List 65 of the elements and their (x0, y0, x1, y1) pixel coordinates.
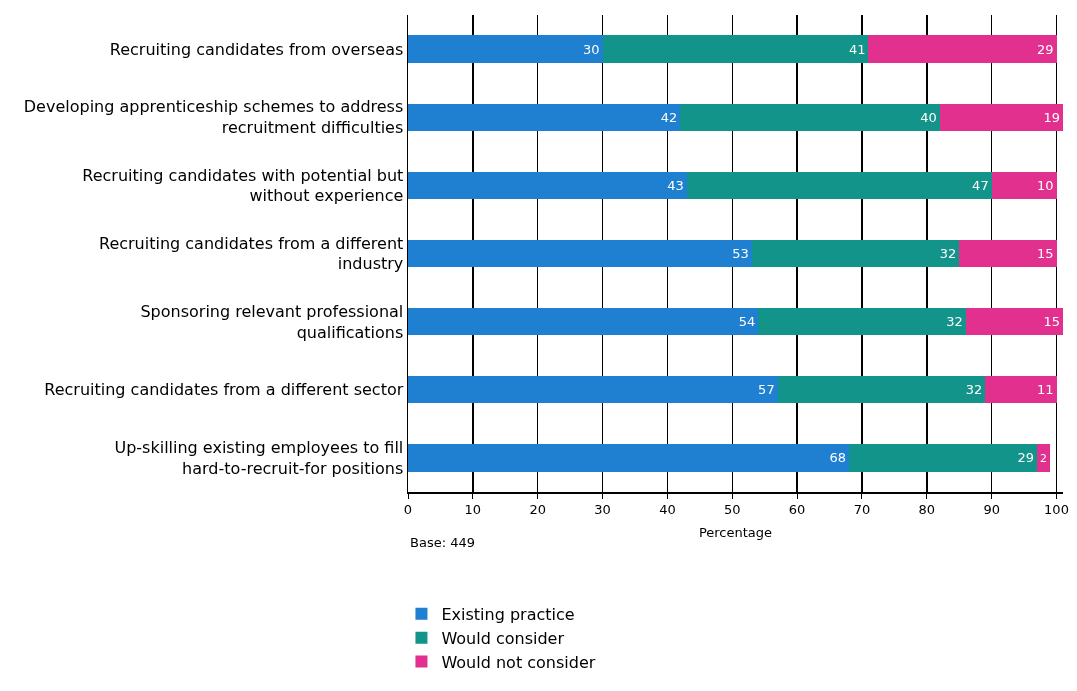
y-tick-label: Up-skilling existing employees to fill hard-to-recruit-for positions (114, 438, 404, 478)
data-label: 15 (1043, 314, 1060, 330)
legend-label: Existing practice (441, 605, 575, 625)
x-tick-label: 80 (918, 502, 936, 518)
x-tick-label: 0 (403, 502, 413, 518)
bar (602, 35, 869, 63)
data-label: 53 (732, 246, 749, 261)
data-label: 10 (1036, 177, 1054, 193)
x-axis-title: Percentage (698, 525, 773, 541)
data-label: 2 (1040, 451, 1048, 465)
bar (680, 103, 940, 131)
bar (686, 171, 992, 199)
x-tick-label: 10 (464, 502, 482, 518)
data-label: 40 (920, 109, 937, 125)
bar (758, 308, 966, 336)
data-label: 29 (1036, 41, 1054, 57)
x-tick-label: 40 (659, 502, 676, 518)
bar (959, 239, 1057, 268)
bar (939, 103, 1063, 131)
bar (408, 103, 681, 131)
bar (991, 171, 1057, 199)
bar (408, 171, 687, 199)
y-tick-label: Recruiting candidates from a different industry (98, 233, 404, 274)
data-label: 43 (667, 177, 684, 193)
x-tick-label: 90 (983, 502, 1000, 518)
data-label: 47 (972, 177, 989, 193)
data-label: 32 (939, 246, 957, 261)
y-tick-label: Recruiting candidates with potential but without experience (82, 165, 404, 206)
bar (848, 444, 1038, 472)
bar (408, 308, 759, 336)
text: Base: 449 (410, 535, 475, 550)
bar (408, 376, 778, 404)
data-label: 30 (583, 41, 600, 57)
x-tick-label: 30 (594, 502, 611, 518)
x-tick-label: 60 (788, 502, 806, 518)
x-tick-label: 50 (723, 502, 741, 518)
y-tick-label: Recruiting candidates from overseas (109, 39, 404, 59)
data-label: 11 (1036, 382, 1054, 398)
data-label: 19 (1043, 109, 1060, 125)
bar (1037, 444, 1051, 472)
y-tick-label: Sponsoring relevant professional qualifications (140, 301, 404, 342)
y-tick-label: Recruiting candidates from a different sector (44, 380, 404, 400)
legend-label: Would consider (441, 628, 565, 648)
data-label: 42 (660, 109, 678, 125)
bar (408, 35, 603, 63)
data-label: 32 (946, 314, 963, 330)
bar (985, 376, 1057, 404)
y-tick-label: Developing apprenticeship schemes to address recruitment difficulties (23, 97, 404, 138)
x-tick-label: 20 (529, 502, 546, 518)
x-tick-label: 100 (1044, 502, 1069, 518)
bar (777, 376, 986, 404)
legend-label: Would not consider (441, 652, 596, 672)
data-label: 41 (848, 41, 866, 57)
data-label: 29 (1017, 450, 1035, 466)
bar (751, 239, 960, 268)
x-tick-label: 70 (853, 502, 871, 518)
bar (868, 35, 1057, 63)
data-label: 32 (965, 382, 983, 398)
data-label: 54 (738, 314, 756, 330)
data-label: 57 (758, 382, 775, 398)
data-label: 15 (1036, 246, 1054, 261)
bar (408, 239, 752, 268)
data-label: 68 (829, 450, 846, 466)
bar (408, 444, 849, 472)
bar (965, 308, 1063, 336)
